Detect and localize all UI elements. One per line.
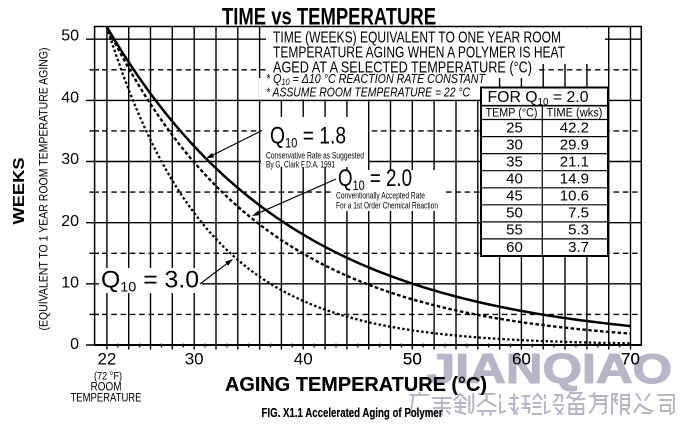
svg-text:Q10 = 3.0: Q10 = 3.0 — [101, 267, 199, 295]
svg-text:60: 60 — [506, 239, 523, 256]
svg-text:21.1: 21.1 — [560, 154, 589, 171]
svg-text:40: 40 — [506, 171, 523, 188]
svg-text:By G. Clark F.D.A. 1991: By G. Clark F.D.A. 1991 — [266, 160, 335, 171]
svg-text:(72 °F): (72 °F) — [94, 371, 122, 383]
svg-text:FIG. X1.1 Accelerated Aging of: FIG. X1.1 Accelerated Aging of Polymer — [262, 405, 443, 420]
svg-text:50: 50 — [61, 27, 79, 44]
svg-text:20: 20 — [61, 213, 79, 230]
svg-text:55: 55 — [506, 222, 523, 239]
svg-text:7.5: 7.5 — [568, 205, 589, 222]
svg-text:TIME (WEEKS) EQUIVALENT TO ONE: TIME (WEEKS) EQUIVALENT TO ONE YEAR ROOM — [273, 29, 561, 46]
svg-text:50: 50 — [403, 350, 422, 369]
svg-text:30: 30 — [185, 350, 204, 369]
svg-text:0: 0 — [70, 336, 79, 353]
svg-text:50: 50 — [403, 350, 422, 369]
svg-text:TEMP (°C): TEMP (°C) — [486, 107, 538, 119]
svg-text:60: 60 — [512, 350, 531, 369]
svg-text:TIME vs TEMPERATURE: TIME vs TEMPERATURE — [222, 4, 436, 31]
svg-text:45: 45 — [506, 188, 523, 205]
svg-text:AGING TEMPERATURE (°C): AGING TEMPERATURE (°C) — [225, 374, 487, 396]
svg-text:14.9: 14.9 — [560, 171, 589, 188]
svg-text:TIME (wks): TIME (wks) — [547, 107, 603, 119]
svg-text:29.9: 29.9 — [560, 136, 589, 153]
svg-text:Q10 = 2.0: Q10 = 2.0 — [338, 165, 412, 193]
svg-text:70: 70 — [621, 350, 640, 369]
svg-text:10.6: 10.6 — [560, 188, 589, 205]
svg-text:FIG. X1.1 Accelerated Aging of: FIG. X1.1 Accelerated Aging of Polymer — [262, 405, 443, 420]
svg-text:3.7: 3.7 — [568, 239, 589, 256]
svg-text:5.3: 5.3 — [568, 222, 589, 239]
svg-text:AGING TEMPERATURE (°C): AGING TEMPERATURE (°C) — [225, 374, 487, 396]
svg-text:25: 25 — [506, 119, 523, 136]
svg-text:ROOM: ROOM — [91, 380, 122, 394]
svg-text:60: 60 — [512, 350, 531, 369]
svg-text:35: 35 — [506, 154, 523, 171]
svg-text:40: 40 — [294, 350, 313, 369]
svg-text:JIANQIAO: JIANQIAO — [427, 345, 672, 392]
svg-text:40: 40 — [61, 89, 79, 106]
svg-text:For a 1st Order Chemical React: For a 1st Order Chemical Reaction — [336, 201, 438, 212]
svg-text:10: 10 — [61, 275, 79, 292]
svg-text:50: 50 — [506, 205, 523, 222]
svg-text:TEMPERATURE AGING WHEN A POLYM: TEMPERATURE AGING WHEN A POLYMER IS HEAT — [273, 44, 565, 61]
svg-text:FOR Q10 = 2.0: FOR Q10 = 2.0 — [488, 89, 589, 108]
svg-text:42.2: 42.2 — [560, 119, 589, 136]
svg-text:Conservative Rate as Suggested: Conservative Rate as Suggested — [266, 151, 364, 162]
svg-text:30: 30 — [506, 136, 523, 153]
svg-text:* ASSUME ROOM TEMPERATURE = 22: * ASSUME ROOM TEMPERATURE = 22 °C — [266, 85, 470, 100]
svg-text:AGED AT A SELECTED TEMPERATURE: AGED AT A SELECTED TEMPERATURE (°C) — [273, 59, 532, 76]
svg-text:* Q10 = Δ10 °C REACTION RATE C: * Q10 = Δ10 °C REACTION RATE CONSTANT — [266, 71, 486, 87]
svg-text:WEEKS: WEEKS — [11, 157, 28, 224]
svg-text:TEMPERATURE: TEMPERATURE — [71, 391, 142, 405]
svg-text:30: 30 — [61, 151, 79, 168]
svg-text:70: 70 — [621, 350, 640, 369]
svg-text:Q10 = 1.8: Q10 = 1.8 — [270, 123, 346, 151]
svg-text:Conventionally Accepted Rate: Conventionally Accepted Rate — [336, 191, 425, 202]
svg-text:(EQUIVALENT TO 1 YEAR ROOM TEM: (EQUIVALENT TO 1 YEAR ROOM TEMPERATURE A… — [37, 48, 51, 331]
svg-text:22: 22 — [97, 350, 116, 369]
